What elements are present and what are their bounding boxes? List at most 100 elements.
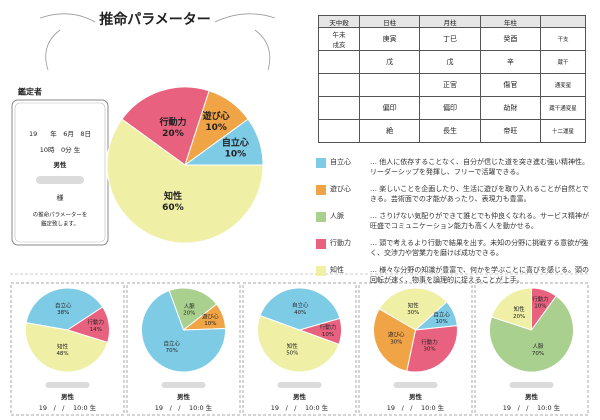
table-cell: 干支 <box>540 27 586 51</box>
birth-time: 10時 0分 生 <box>40 145 81 154</box>
slice-value-label: 70% <box>166 348 178 354</box>
table-row: 午未 戌亥 庚寅 丁巳 癸酉 干支 <box>318 27 586 51</box>
slice-label: 知性 <box>287 342 299 350</box>
slice-label: 自立心 <box>55 302 72 310</box>
legend-item: 自立心 … 他人に依存することなく、自分が信じた道を突き進む強い精神性。リーダーシ… <box>316 156 594 183</box>
table-cell: 帝旺 <box>479 119 542 143</box>
legend-text: … さりげない気配りができて誰とでも仲良くなれる。サービス精神が旺盛でコミュニケ… <box>370 212 590 230</box>
table-cell <box>318 119 360 143</box>
table-cell: 絶 <box>358 119 421 143</box>
appraiser-card-inner <box>14 102 106 243</box>
table-cell: 劫財 <box>479 96 542 120</box>
slice-value-label: 30% <box>423 346 435 352</box>
table-cell: 戊 <box>419 50 481 74</box>
slice-value-label: 48% <box>56 351 68 357</box>
slice-label: 人脈 <box>532 342 544 350</box>
legend-name: 行動力 <box>330 239 351 247</box>
card-frame <box>10 282 125 416</box>
legend: 自立心 … 他人に依存することなく、自分が信じた道を突き進む強い精神性。リーダーシ… <box>316 156 594 291</box>
slice-label: 自立心 <box>292 301 309 309</box>
slice-label: 自立心 <box>222 137 249 149</box>
pie-slice <box>106 118 264 244</box>
slice-label: 遊び心 <box>202 312 219 320</box>
table-row: 偏印 偏印 劫財 蔵干通変星 <box>318 96 586 120</box>
card-gender: 男性 <box>524 392 539 401</box>
table-cell <box>358 73 421 97</box>
card-birth: 19 / / 10:0 生 <box>39 403 97 412</box>
table-cell: 午未 戌亥 <box>318 27 360 51</box>
slice-label: 行動力 <box>158 116 186 128</box>
birth-date: 19 年 6月 8日 <box>29 129 91 138</box>
card-frame <box>358 282 473 416</box>
table-cell <box>318 50 360 74</box>
slice-label: 遊び心 <box>388 331 405 339</box>
card-birth: 19 / / 10:0 生 <box>387 403 445 412</box>
table-row: 天中殺 日柱 月柱 年柱 <box>318 15 586 28</box>
slice-label: 行動力 <box>88 318 105 326</box>
slice-value-label: 10% <box>435 319 447 325</box>
table-cell: 蔵干 <box>540 50 586 74</box>
table-cell: 庚寅 <box>358 27 421 51</box>
slice-value-label: 20% <box>162 129 184 139</box>
legend-name: 自立心 <box>330 158 351 166</box>
table-cell: 丁巳 <box>419 27 481 51</box>
table-row: 正官 傷官 通変星 <box>318 73 586 97</box>
table-cell: 天中殺 <box>318 15 360 28</box>
gender: 男性 <box>53 160 68 169</box>
title: 推命パラメーター <box>99 11 211 28</box>
card-gender: 男性 <box>176 392 191 401</box>
card-frame <box>242 282 357 416</box>
legend-text: … 頭で考えるより行動で結果を出す。未知の分野に挑戦する意欲が強く、交渉力や営業… <box>370 239 589 257</box>
slice-value-label: 14% <box>90 327 102 333</box>
slice-label: 知性 <box>408 301 420 309</box>
ornament <box>39 13 276 71</box>
legend-text: … 様々な分野の知識が豊富で、何かを学ぶことに喜びを感じる。頭の回転が速く、物事… <box>370 266 589 284</box>
card-gender: 男性 <box>60 392 75 401</box>
slice-value-label: 20% <box>183 311 195 317</box>
table-cell <box>318 73 360 97</box>
card-gender: 男性 <box>408 392 423 401</box>
legend-swatch <box>316 158 326 168</box>
slice-value-label: 70% <box>532 351 544 357</box>
pie-slice <box>141 289 226 373</box>
appraiser-label: 鑑定者 <box>17 87 42 97</box>
slice-value-label: 20% <box>513 314 525 320</box>
legend-item: 遊び心 … 楽しいことを企画したり、生活に遊びを取り入れることが自然とできる。芸術… <box>316 183 594 210</box>
blurred-name <box>36 176 84 184</box>
blurred-name <box>45 382 90 388</box>
slice-label: 自立心 <box>163 340 180 348</box>
pie-slice <box>257 314 340 373</box>
slice-label: 自立心 <box>433 311 450 319</box>
table-cell: 長生 <box>419 119 481 143</box>
pie-slice <box>378 287 448 331</box>
note-line: 鑑定致します。 <box>41 220 79 228</box>
honorific: 様 <box>57 193 64 202</box>
blurred-name <box>161 382 206 388</box>
legend-item: 行動力 … 頭で考えるより行動で結果を出す。未知の分野に挑戦する意欲が強く、交渉力… <box>316 237 594 264</box>
table-cell: 戊 <box>358 50 421 74</box>
slice-label: 行動力 <box>320 323 337 331</box>
table-cell <box>318 96 360 120</box>
legend-name: 遊び心 <box>330 185 351 193</box>
pie-slice <box>489 295 574 373</box>
slice-label: 知性 <box>163 190 182 202</box>
legend-swatch <box>316 212 326 222</box>
legend-swatch <box>316 239 326 249</box>
slice-label: 人脈 <box>184 302 196 310</box>
legend-item: 知性 … 様々な分野の知識が豊富で、何かを学ぶことに喜びを感じる。頭の回転が速く、… <box>316 264 594 291</box>
legend-name: 人脈 <box>330 212 344 220</box>
table-cell: 偏印 <box>358 96 421 120</box>
table-cell: 月柱 <box>419 15 481 28</box>
slice-value-label: 60% <box>162 203 184 213</box>
table-row: 戊戊辛蔵干 <box>318 50 586 74</box>
table-cell: 正官 <box>419 73 481 97</box>
legend-swatch <box>316 185 326 195</box>
card-gender: 男性 <box>292 392 307 401</box>
slice-value-label: 10% <box>204 321 216 327</box>
legend-text: … 楽しいことを企画したり、生活に遊びを取り入れることが自然とできる。芸術面での… <box>370 185 589 203</box>
legend-text: … 他人に依存することなく、自分が信じた道を突き進む強い精神性。リーダーシップを… <box>370 158 590 176</box>
table-cell: 偏印 <box>419 96 481 120</box>
pie-slice <box>121 86 210 166</box>
slice-label: 行動力 <box>532 295 549 303</box>
